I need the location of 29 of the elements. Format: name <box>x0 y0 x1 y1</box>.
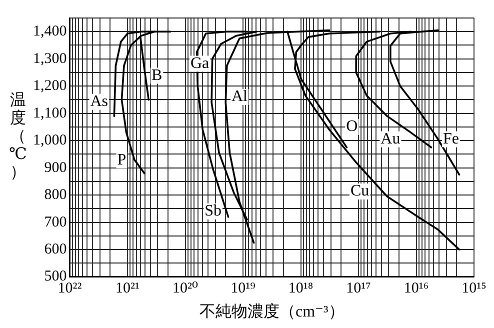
x-tick-label: 10¹⁶ <box>404 280 429 297</box>
x-tick-label: 10¹⁹ <box>230 280 256 297</box>
annotation: Ga <box>190 54 210 72</box>
y-tick-label: 1,000 <box>33 132 67 149</box>
x-tick-label: 10¹⁵ <box>462 280 486 297</box>
y-tick-label: 700 <box>44 214 67 230</box>
y-tick-label: 1,400 <box>33 24 67 40</box>
annotation: B <box>152 66 162 84</box>
y-tick-label: 1,100 <box>33 105 67 122</box>
x-tick-label: 10²¹ <box>116 280 140 297</box>
annotation: P <box>117 151 126 168</box>
x-axis-title: 不純物濃度（cm⁻³） <box>199 302 344 321</box>
annotation: O <box>346 118 358 136</box>
x-tick-label: 10¹⁷ <box>346 280 371 297</box>
annotation: Al <box>231 88 248 106</box>
x-tick-label: 10¹⁸ <box>288 280 314 297</box>
annotation: Au <box>380 130 400 148</box>
y-tick-label: 1,200 <box>33 78 67 94</box>
y-tick-label: 900 <box>44 160 67 176</box>
x-tick-label: 10²² <box>58 280 82 297</box>
annotation: Cu <box>350 182 370 200</box>
y-tick-label: 600 <box>44 241 67 258</box>
x-tick-label: 10²⁰ <box>172 280 198 297</box>
annotation: Sb <box>204 202 222 220</box>
annotation: Fe <box>443 130 460 148</box>
y-axis-title: 温度（℃） <box>8 92 28 182</box>
y-tick-label: 800 <box>44 187 67 204</box>
annotation: As <box>90 93 108 110</box>
y-tick-label: 1,300 <box>33 50 67 67</box>
